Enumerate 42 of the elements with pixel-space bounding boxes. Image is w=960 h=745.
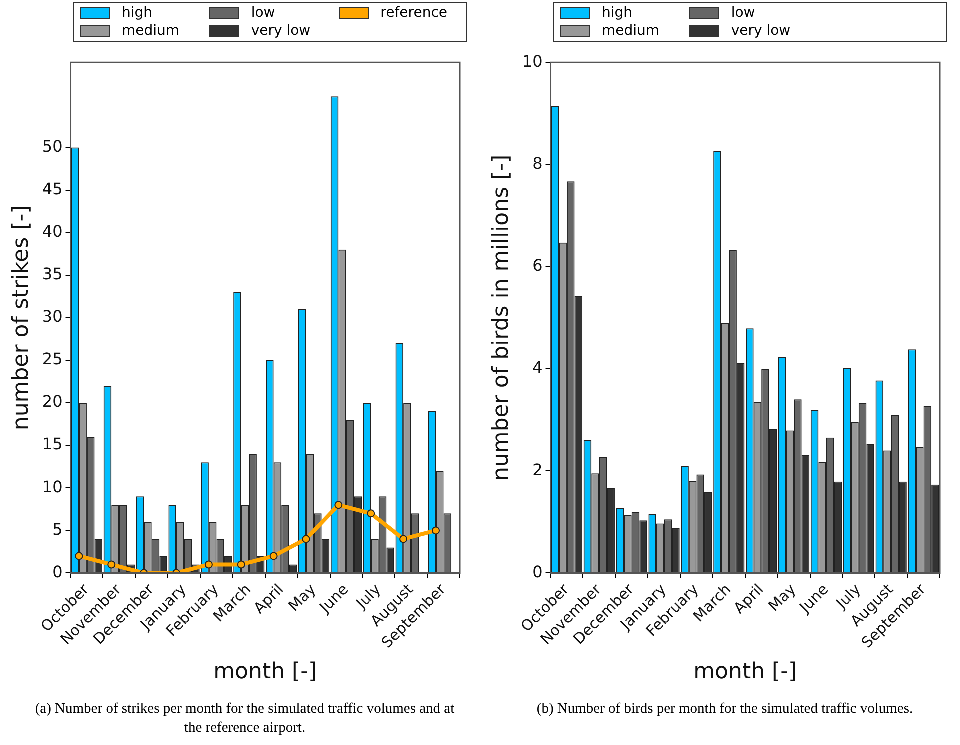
x-axis-title: month [-] <box>694 660 798 685</box>
point <box>367 510 376 518</box>
point <box>204 560 213 569</box>
x-axis-title: month [-] <box>214 660 318 685</box>
point <box>400 535 408 544</box>
point <box>334 501 343 510</box>
point <box>108 560 116 569</box>
y-tick-label: 10 <box>522 52 543 71</box>
legend-label: low <box>731 5 756 21</box>
y-tick-label: 6 <box>532 256 543 276</box>
legend-label: medium <box>122 23 180 39</box>
y-tick-label: 2 <box>532 460 543 480</box>
y-tick-label: 20 <box>42 392 63 412</box>
y-tick-label: 40 <box>42 222 63 241</box>
point <box>270 552 278 560</box>
y-tick-label: 25 <box>42 350 63 369</box>
y-tick-label: 30 <box>42 307 63 326</box>
y-tick-label: 5 <box>52 520 63 539</box>
y-tick-label: 45 <box>42 179 63 198</box>
text: (a) Number of strikes per month for the simulated traffic volumes and at the reference airport. <box>34 700 456 738</box>
y-tick-label: 50 <box>42 136 63 156</box>
point <box>432 526 440 535</box>
point <box>237 560 246 569</box>
y-tick-label: 10 <box>42 477 63 496</box>
legend-label: very low <box>251 23 311 39</box>
legend-label: low <box>251 5 276 21</box>
legend-label: medium <box>602 23 660 39</box>
legend-label: high <box>602 5 633 21</box>
text: (b) Number of birds per month for the simulated traffic volumes. <box>536 700 914 719</box>
point <box>302 535 310 544</box>
y-tick-label: 0 <box>52 562 63 582</box>
y-tick-label: 0 <box>532 562 543 582</box>
legend-label: very low <box>731 23 791 39</box>
y-tick-label: 15 <box>42 434 63 454</box>
point <box>75 552 84 560</box>
legend-label: reference <box>380 5 448 21</box>
y-tick-label: 8 <box>532 154 543 173</box>
legend-label: high <box>122 5 153 21</box>
y-axis-title: number of birds in millions [-] <box>488 154 514 481</box>
y-tick-label: 35 <box>42 264 63 284</box>
y-axis-title: number of strikes [-] <box>8 205 34 431</box>
y-tick-label: 4 <box>532 358 543 378</box>
